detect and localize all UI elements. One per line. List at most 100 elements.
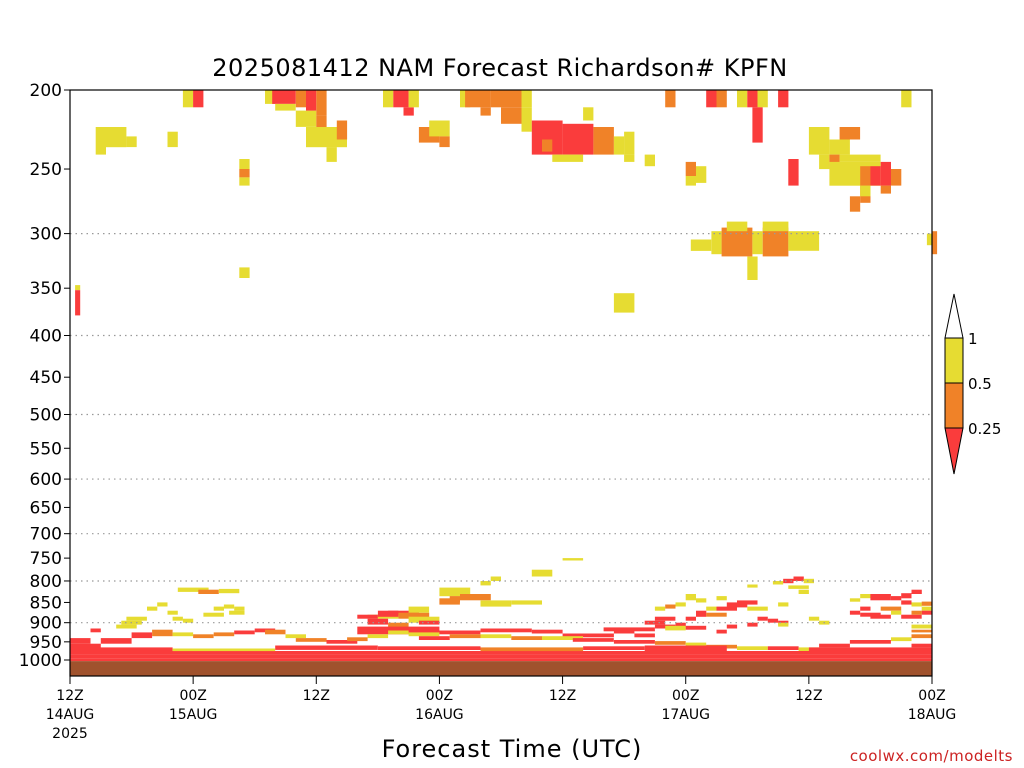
heatmap-cell [860, 166, 871, 186]
colorbar-label: 0.25 [968, 420, 1001, 438]
y-tick-label: 700 [30, 525, 62, 545]
heatmap-cell [726, 602, 748, 608]
heatmap-cell [716, 596, 727, 601]
heatmap-cell [624, 131, 635, 155]
heatmap-cell [839, 127, 861, 140]
heatmap-cell [613, 293, 635, 313]
plot-frame [69, 89, 933, 677]
heatmap-cell [685, 161, 696, 177]
heatmap-cell [726, 624, 738, 629]
heatmap-cell [511, 636, 543, 640]
heatmap-cell [254, 628, 276, 633]
heatmap-cell [105, 127, 127, 148]
x-tick-label: 12Z [303, 688, 330, 704]
heatmap-cell [849, 598, 861, 602]
heatmap-cell [767, 618, 779, 623]
heatmap-cell [70, 654, 932, 659]
heatmap-cell [696, 598, 707, 603]
heatmap-cell [644, 620, 666, 625]
heatmap-cell [239, 159, 250, 170]
heatmap-cell [177, 587, 209, 592]
x-tick-label: 00Z [179, 688, 206, 704]
heatmap-cell [788, 231, 820, 251]
heatmap-cell [849, 610, 861, 615]
heatmap-cell [860, 185, 871, 197]
heatmap-cell [839, 154, 881, 162]
heatmap-cell [70, 643, 101, 649]
heatmap-cell [480, 581, 491, 586]
heatmap-cell [70, 658, 932, 661]
colorbar-label: 1 [968, 330, 978, 348]
heatmap-cell [808, 647, 932, 652]
y-tick-label: 300 [30, 225, 62, 245]
chart-title: 2025081412 NAM Forecast Richardson# KPFN [212, 54, 787, 82]
heatmap-cell [675, 622, 686, 627]
heatmap-cell [521, 107, 532, 132]
heatmap-cell [860, 606, 871, 611]
heatmap-cell [116, 624, 137, 629]
heatmap-cell [275, 645, 378, 650]
x-tick-label: 12Z [795, 688, 822, 704]
x-tick-label: 12Z [56, 688, 83, 704]
heatmap-cell [182, 618, 194, 623]
y-tick-label: 800 [30, 572, 62, 592]
heatmap-cell [860, 594, 871, 599]
heatmap-cell [798, 589, 809, 594]
heatmap-cell [665, 625, 686, 631]
y-tick-label: 550 [30, 439, 62, 459]
x-tick-date: 18AUG [908, 707, 957, 723]
heatmap-cell [295, 110, 317, 127]
heatmap-cell [901, 593, 912, 599]
heatmap-cell [613, 629, 635, 634]
heatmap-cell [357, 626, 440, 631]
heatmap-cell [762, 227, 789, 257]
heatmap-cell [921, 601, 932, 606]
heatmap-cell [383, 90, 394, 108]
heatmap-cell [911, 634, 932, 639]
heatmap-cell [767, 646, 799, 650]
heatmap-cell [706, 606, 717, 611]
heatmap-cell [531, 569, 553, 577]
y-tick-label: 1000 [19, 651, 62, 671]
heatmap-cell [439, 587, 471, 597]
heatmap-cell [685, 176, 696, 186]
heatmap-cell [747, 90, 758, 108]
heatmap-cell [685, 616, 696, 621]
heatmap-cell [829, 154, 840, 170]
heatmap-cell [880, 606, 902, 611]
heatmap-cell [808, 127, 830, 155]
heatmap-cell [542, 636, 583, 640]
x-tick-date: 14AUG [46, 707, 95, 723]
heatmap-cell [480, 647, 584, 652]
heatmap-cell [75, 290, 81, 316]
credit-text: coolwx.com/modelts [850, 747, 1013, 765]
heatmap-cell [418, 636, 450, 640]
heatmap-cell [480, 634, 512, 639]
heatmap-cell [593, 127, 614, 155]
heatmap-cell [95, 127, 106, 155]
y-tick-label: 900 [30, 614, 62, 634]
heatmap-cell [193, 90, 204, 108]
heatmap-cell [762, 221, 789, 232]
heatmap-cell [70, 647, 173, 652]
heatmap-cell [891, 637, 912, 642]
heatmap-cell [388, 622, 409, 629]
heatmap-cell [665, 604, 676, 609]
heatmap-cell [326, 640, 358, 644]
x-tick-date: 15AUG [169, 707, 218, 723]
heatmap-cell [654, 624, 676, 629]
heatmap-cell [265, 90, 276, 104]
heatmap-cell [429, 120, 450, 137]
x-tick-label: 00Z [426, 688, 453, 704]
heatmap-cell [829, 139, 850, 155]
grid-lines [70, 232, 932, 624]
heatmap-cell [583, 107, 594, 121]
heatmap-cell [398, 612, 430, 619]
heatmap-cell [213, 632, 235, 637]
heatmap-cell [685, 625, 707, 630]
heatmap-cell [716, 629, 727, 634]
heatmap-cell [70, 638, 91, 644]
heatmap-cell [706, 612, 727, 617]
heatmap-cell [793, 576, 804, 581]
x-tick-date: 17AUG [661, 707, 710, 723]
